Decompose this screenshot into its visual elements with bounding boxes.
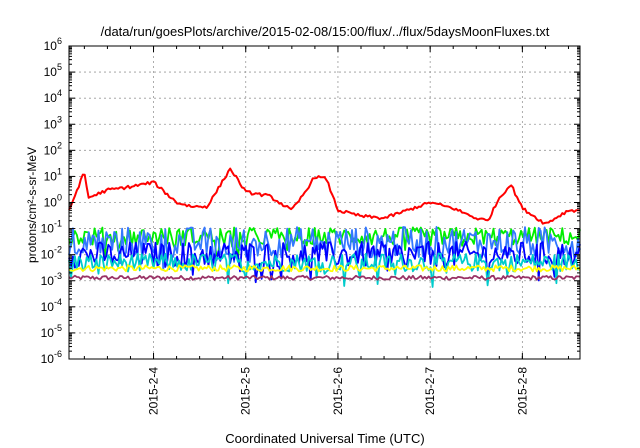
y-tick-label: 10-4 — [41, 297, 62, 314]
x-axis-label: Coordinated Universal Time (UTC) — [225, 431, 424, 446]
series-line-1 — [68, 167, 581, 225]
y-tick-label: 10-6 — [41, 349, 62, 366]
y-tick-label: 10-3 — [41, 271, 62, 288]
y-tick-label: 106 — [44, 36, 62, 53]
chart-title: /data/run/goesPlots/archive/2015-02-08/1… — [101, 24, 550, 39]
series-layer — [68, 167, 581, 288]
y-tick-label: 101 — [44, 166, 62, 183]
y-tick-label: 105 — [44, 62, 62, 79]
series-line-6 — [68, 264, 581, 273]
y-tick-label: 10-1 — [41, 219, 62, 236]
x-tick-label: 2015-2-7 — [423, 367, 437, 415]
series-line-7 — [68, 274, 581, 281]
series-line-2 — [68, 226, 581, 261]
y-axis-label: protons/cm²-s-sr-MeV — [25, 147, 39, 263]
y-tick-label: 104 — [44, 88, 62, 105]
y-tick-label: 10-5 — [41, 323, 62, 340]
y-tick-label: 100 — [44, 193, 62, 210]
series-line-5 — [68, 252, 581, 288]
x-tick-label: 2015-2-4 — [147, 367, 161, 415]
y-tick-label: 10-2 — [41, 245, 62, 262]
y-tick-label: 103 — [44, 114, 62, 131]
x-tick-label: 2015-2-6 — [331, 367, 345, 415]
x-tick-label: 2015-2-8 — [515, 367, 529, 415]
grid-lines — [69, 46, 580, 359]
series-line-4 — [68, 240, 581, 285]
y-axis: 10-6 10-5 10-4 10-3 10-2 10-1 100 101 102 103 104 1… — [41, 36, 580, 366]
y-tick-label: 102 — [44, 140, 62, 157]
x-tick-label: 2015-2-5 — [239, 367, 253, 415]
x-axis: 2015-2-4 2015-2-5 2015-2-6 2015-2-7 2015-2-8 — [83, 46, 569, 415]
